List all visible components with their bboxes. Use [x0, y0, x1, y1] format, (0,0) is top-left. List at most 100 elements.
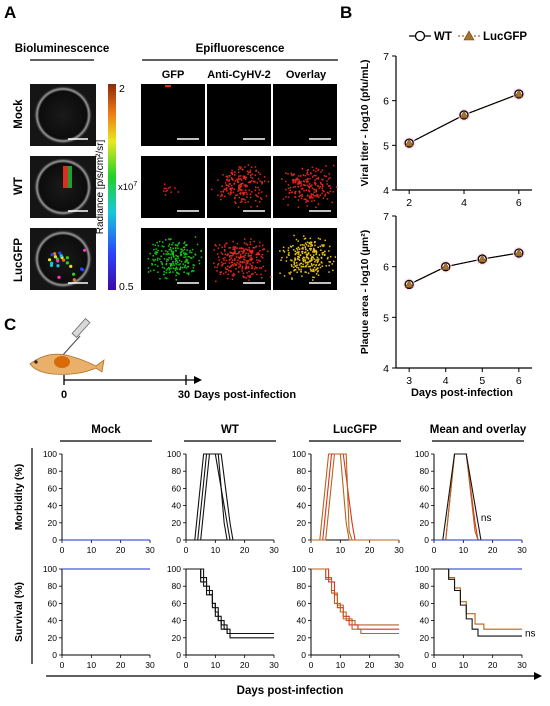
- c-y-tick-label: 0: [424, 650, 429, 660]
- fluorescence-speck: [311, 200, 313, 202]
- c-y-tick-label: 100: [292, 449, 306, 459]
- fluorescence-speck: [233, 183, 235, 185]
- fluorescence-speck: [302, 263, 304, 266]
- c-y-tick-label: 40: [172, 501, 182, 511]
- fluorescence-speck: [298, 251, 300, 253]
- fluorescence-speck: [229, 175, 231, 177]
- fluorescence-speck: [224, 253, 227, 256]
- fluorescence-speck: [313, 249, 316, 251]
- fluorescence-speck: [264, 270, 267, 272]
- fluorescence-speck: [170, 256, 173, 259]
- fluorescence-speck: [328, 250, 330, 252]
- y-tick-label: 5: [383, 140, 389, 152]
- fluorescence-speck: [256, 273, 258, 276]
- fluorescence-speck: [329, 190, 331, 193]
- fluorescence-speck: [312, 268, 315, 271]
- fluorescence-speck: [297, 256, 299, 258]
- fluorescence-speck: [239, 189, 242, 191]
- y-axis-label-1: Plaque area - log10 (µm²): [359, 230, 371, 355]
- fluorescence-speck: [317, 246, 319, 248]
- fluorescence-speck: [182, 252, 185, 254]
- fluorescence-speck: [315, 253, 318, 255]
- x-tick-label: 6: [516, 197, 522, 209]
- fluorescence-speck: [172, 254, 174, 256]
- fluorescence-speck: [240, 247, 242, 250]
- fluorescence-speck: [153, 260, 155, 262]
- fluorescence-speck: [218, 259, 221, 261]
- fluorescence-speck: [252, 272, 254, 275]
- fluorescence-speck: [229, 182, 231, 185]
- fluorescence-speck: [231, 252, 233, 255]
- fluorescence-speck: [238, 178, 241, 181]
- fluorescence-speck: [154, 258, 156, 261]
- fluorescence-speck: [245, 277, 247, 279]
- fluorescence-speck: [294, 192, 296, 195]
- fluorescence-speck: [307, 272, 310, 274]
- fluorescence-speck: [311, 166, 314, 169]
- fluorescence-speck: [298, 252, 300, 254]
- fluorescence-speck: [238, 271, 240, 273]
- well-signal-dot: [50, 253, 54, 257]
- fluorescence-speck: [176, 244, 178, 246]
- fluorescence-speck: [210, 188, 213, 191]
- fluorescence-speck: [316, 267, 319, 269]
- c-y-tick-label: 20: [48, 633, 58, 643]
- fluorescence-speck: [163, 271, 165, 273]
- fluorescence-speck: [168, 271, 171, 274]
- fluorescence-speck: [297, 240, 299, 242]
- fluorescence-speck: [280, 259, 282, 261]
- timeline-end: 30: [178, 389, 190, 401]
- fluorescence-speck: [285, 188, 287, 191]
- fluorescence-speck: [192, 256, 195, 258]
- fluorescence-speck: [306, 205, 309, 207]
- fluorescence-speck: [316, 258, 318, 261]
- fluorescence-speck: [183, 256, 185, 259]
- fluorescence-speck: [315, 251, 318, 253]
- y-tick-label: 7: [383, 211, 389, 223]
- fluorescence-speck: [243, 250, 246, 252]
- fluorescence-speck: [298, 259, 301, 261]
- fluorescence-speck: [288, 191, 291, 194]
- c-x-tick-label: 10: [336, 545, 346, 555]
- fluorescence-speck: [312, 169, 315, 172]
- fluorescence-speck: [224, 262, 226, 265]
- fluorescence-speck: [221, 193, 223, 196]
- fluorescence-speck: [307, 168, 309, 171]
- fluorescence-speck: [225, 188, 227, 191]
- fluorescence-speck: [291, 278, 293, 280]
- c-y-tick-label: 100: [415, 449, 429, 459]
- fluorescence-speck: [259, 180, 261, 182]
- fluorescence-speck: [303, 265, 305, 268]
- c-y-tick-label: 40: [420, 616, 430, 626]
- fluorescence-speck: [297, 206, 300, 208]
- fluorescence-speck: [222, 174, 224, 176]
- fluorescence-speck: [293, 269, 296, 271]
- fluorescence-speck: [304, 262, 307, 264]
- c-y-tick-label: 80: [172, 466, 182, 476]
- fluorescence-speck: [314, 260, 316, 263]
- fluorescence-speck: [307, 256, 309, 259]
- fluorescence-speck: [241, 189, 243, 191]
- fluorescence-speck: [167, 245, 170, 247]
- fluorescence-speck: [185, 267, 188, 269]
- fluorescence-speck: [305, 265, 308, 267]
- fluorescence-speck: [240, 256, 243, 258]
- fluorescence-speck: [235, 256, 238, 258]
- fluorescence-speck: [325, 165, 327, 167]
- fluorescence-speck: [220, 271, 223, 273]
- fluorescence-speck: [230, 191, 232, 194]
- fluorescence-speck: [152, 243, 154, 246]
- fluorescence-speck: [233, 251, 235, 254]
- well-dish-0: [34, 86, 92, 144]
- fluorescence-speck: [312, 270, 315, 273]
- fluorescence-speck: [216, 253, 219, 255]
- fluorescence-speck: [319, 245, 322, 248]
- fluorescence-speck: [318, 264, 320, 267]
- fluorescence-speck: [172, 255, 175, 257]
- fluorescence-speck: [166, 189, 169, 192]
- fluorescence-speck: [315, 264, 317, 267]
- fluorescence-speck: [235, 194, 237, 197]
- fluorescence-speck: [318, 263, 321, 266]
- fluorescence-speck: [294, 250, 297, 252]
- fluorescence-speck: [178, 259, 181, 262]
